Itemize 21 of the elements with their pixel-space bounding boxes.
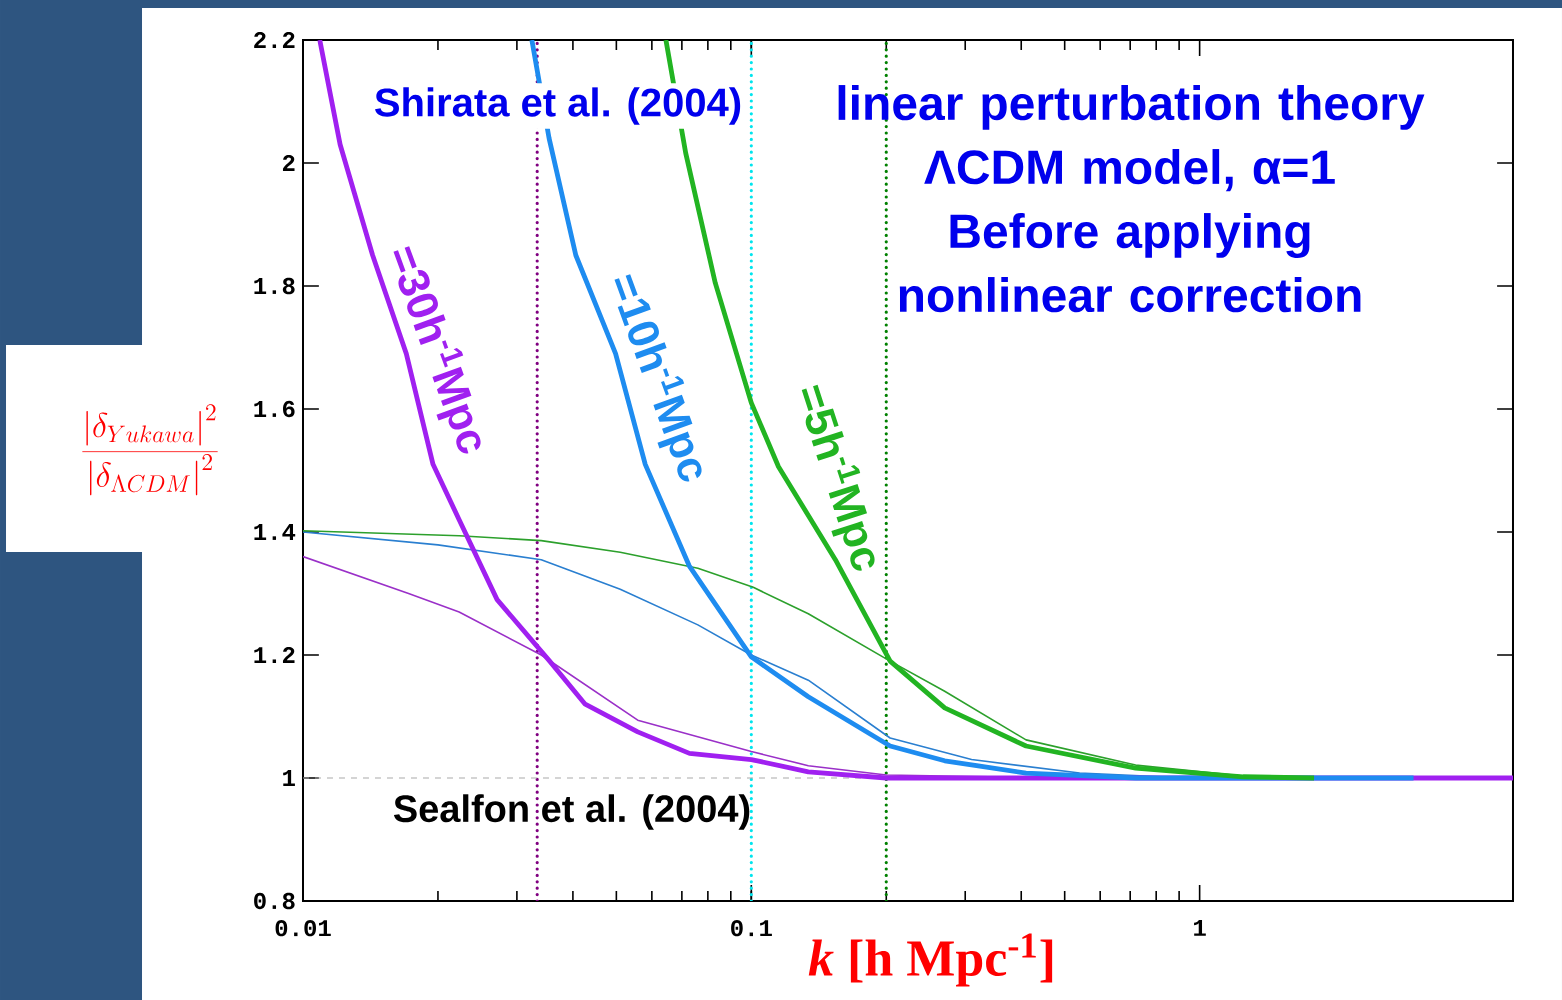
y-tick-label: 1.4 bbox=[254, 524, 296, 540]
x-tick-label: 0.1 bbox=[731, 920, 772, 937]
annotation: ΛCDM model, α=1 bbox=[924, 149, 1335, 192]
annotation: linear perturbation theory bbox=[838, 85, 1425, 130]
x-axis-title: k [h Mpc$^{-1}$] bbox=[808, 933, 1053, 987]
y-tick-label: 1 bbox=[283, 770, 295, 786]
y-tick-label: 0.8 bbox=[254, 892, 295, 910]
y-tick-label: 1.8 bbox=[254, 277, 295, 295]
text: =10h$^{-1}$Mpc bbox=[614, 274, 702, 482]
x-tick-label: 0.01 bbox=[275, 920, 331, 937]
annotation: Shirata et al. (2004) bbox=[375, 87, 741, 125]
y-axis-title: $\frac{\left|\delta_{Yukawa}\right|^{2}}{\left|\delta_{\Lambda CDM}\right|^{2}}$ bbox=[82, 404, 218, 496]
y-tick-label: 2 bbox=[282, 154, 295, 172]
x-tick-label: 1 bbox=[1194, 920, 1206, 936]
y-tick-label: 2.2 bbox=[254, 31, 295, 49]
y-tick-label: 1.6 bbox=[254, 400, 295, 418]
text: =30h$^{-1}$Mpc bbox=[393, 246, 481, 454]
annotation: Before applying nonlinear correction bbox=[899, 213, 1361, 313]
text: =5h$^{-1}$Mpc bbox=[801, 384, 875, 571]
annotation: Sealfon et al. (2004) bbox=[393, 794, 750, 830]
y-tick-label: 1.2 bbox=[254, 646, 295, 664]
